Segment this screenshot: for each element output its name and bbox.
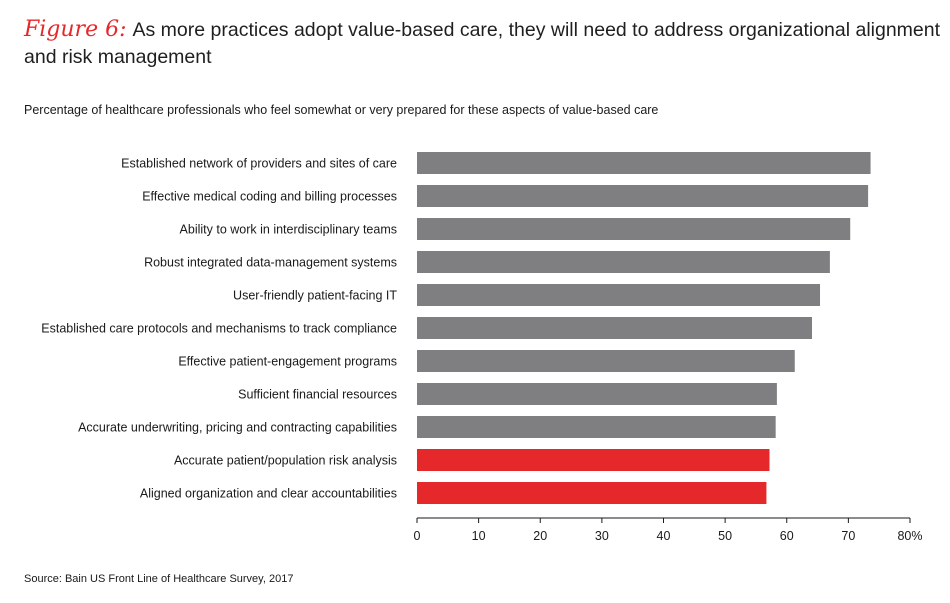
x-tick-label: 60 (780, 529, 794, 543)
source-note: Source: Bain US Front Line of Healthcare… (24, 573, 294, 585)
category-label: User-friendly patient-facing IT (233, 289, 397, 303)
x-tick-label: 70 (841, 529, 855, 543)
category-label: Established network of providers and sit… (121, 157, 397, 171)
x-tick-label: 50 (718, 529, 732, 543)
category-label: Established care protocols and mechanism… (41, 322, 397, 336)
category-label: Accurate patient/population risk analysi… (174, 454, 397, 468)
category-label: Robust integrated data-management system… (144, 256, 397, 270)
category-label: Ability to work in interdisciplinary tea… (180, 223, 397, 237)
bar (417, 482, 767, 504)
bar (417, 185, 869, 207)
bar (417, 416, 776, 438)
chart-subtitle: Percentage of healthcare professionals w… (24, 103, 659, 117)
title-text: As more practices adopt value-based care… (24, 19, 941, 68)
x-tick-label: 20 (533, 529, 547, 543)
bar (417, 218, 851, 240)
bar (417, 350, 795, 372)
category-label: Sufficient financial resources (238, 388, 397, 402)
category-label: Accurate underwriting, pricing and contr… (78, 421, 397, 435)
figure-label: Figure 6: (24, 17, 127, 42)
chart-title: Figure 6: As more practices adopt value-b… (24, 16, 944, 71)
x-tick-label: 40 (657, 529, 671, 543)
bar (417, 317, 813, 339)
category-label: Aligned organization and clear accountab… (140, 487, 397, 501)
x-tick-label: 10 (472, 529, 486, 543)
x-tick-label: 0 (414, 529, 421, 543)
bar (417, 449, 770, 471)
category-label: Effective patient-engagement programs (178, 355, 397, 369)
category-label: Effective medical coding and billing pro… (142, 190, 397, 204)
bar (417, 152, 871, 174)
x-tick-label: 80% (897, 529, 922, 543)
bar (417, 251, 830, 273)
x-tick-label: 30 (595, 529, 609, 543)
bar (417, 284, 821, 306)
bar (417, 383, 777, 405)
